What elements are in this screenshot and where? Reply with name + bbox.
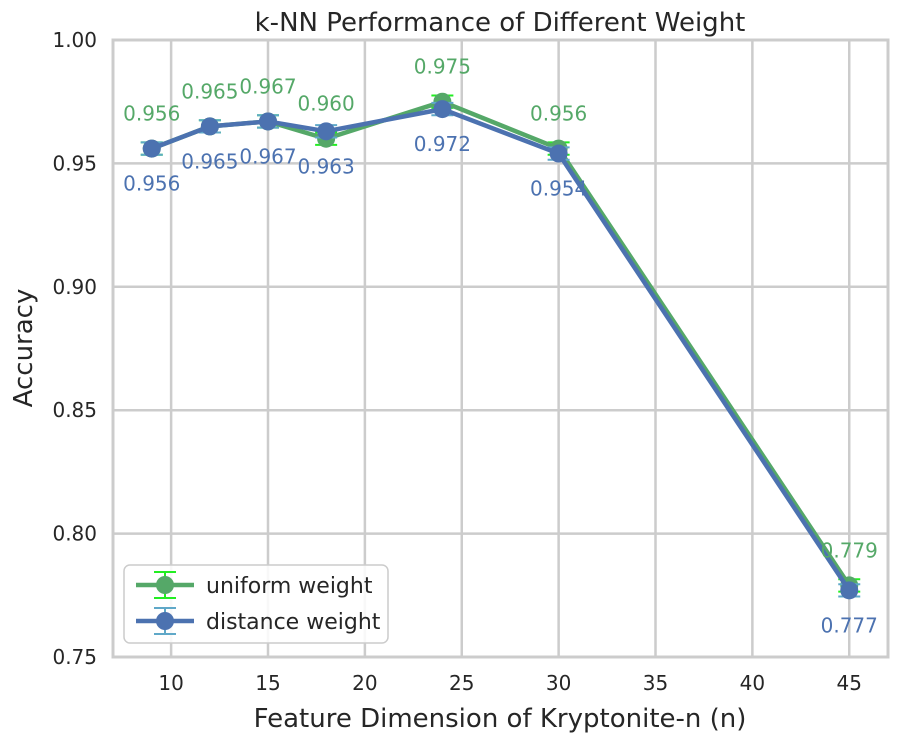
data-label: 0.967 xyxy=(239,144,296,168)
data-label: 0.967 xyxy=(239,74,296,98)
x-tick-label: 20 xyxy=(352,671,377,695)
data-label: 0.956 xyxy=(123,102,180,126)
data-label: 0.965 xyxy=(181,79,238,103)
data-point xyxy=(200,117,219,136)
plot-frame xyxy=(111,38,890,659)
data-point xyxy=(317,122,336,141)
data-label: 0.956 xyxy=(530,102,587,126)
data-label: 0.972 xyxy=(414,132,471,156)
y-axis-label: Accuracy xyxy=(9,289,39,408)
y-tick-label: 1.00 xyxy=(52,28,97,52)
data-label: 0.960 xyxy=(297,92,354,116)
x-tick-label: 15 xyxy=(255,671,280,695)
chart-title: k-NN Performance of Different Weight xyxy=(255,8,746,38)
data-point xyxy=(433,100,452,119)
legend-label: uniform weight xyxy=(206,574,373,599)
data-label: 0.965 xyxy=(181,149,238,173)
legend: uniform weight distance weight xyxy=(123,564,389,644)
legend-marker xyxy=(156,612,174,630)
data-label: 0.954 xyxy=(530,177,587,201)
data-point xyxy=(259,112,277,131)
x-tick-label: 35 xyxy=(643,671,668,695)
x-tick-label: 25 xyxy=(449,671,474,695)
tick-labels: 10 15 20 25 30 35 40 45 0.75 0.80 0.85 0.90 0.95 1.00 xyxy=(52,28,862,695)
data-point xyxy=(142,139,161,158)
series-layer xyxy=(140,92,861,600)
x-tick-label: 30 xyxy=(546,671,571,695)
y-tick-label: 0.85 xyxy=(52,398,97,422)
y-tick-label: 0.90 xyxy=(52,275,97,299)
legend-item-1: distance weight xyxy=(136,607,381,635)
x-tick-label: 40 xyxy=(740,671,765,695)
series-line xyxy=(150,106,852,592)
legend-label: distance weight xyxy=(206,610,381,635)
data-label: 0.963 xyxy=(297,154,354,178)
data-label: 0.975 xyxy=(414,55,471,79)
data-label: 0.956 xyxy=(123,172,180,196)
y-tick-label: 0.80 xyxy=(52,522,97,546)
data-point xyxy=(549,144,568,163)
x-axis-label: Feature Dimension of Kryptonite-n (n) xyxy=(254,704,747,734)
legend-marker xyxy=(156,576,174,594)
legend-item-0: uniform weight xyxy=(136,571,373,599)
data-label: 0.779 xyxy=(821,538,878,562)
data-label: 0.777 xyxy=(821,613,878,637)
x-tick-label: 10 xyxy=(158,671,183,695)
series-line xyxy=(150,99,852,587)
y-tick-label: 0.95 xyxy=(52,151,97,175)
x-tick-label: 45 xyxy=(837,671,862,695)
y-tick-label: 0.75 xyxy=(52,645,97,669)
data-point xyxy=(840,581,859,600)
series-1 xyxy=(140,100,861,600)
